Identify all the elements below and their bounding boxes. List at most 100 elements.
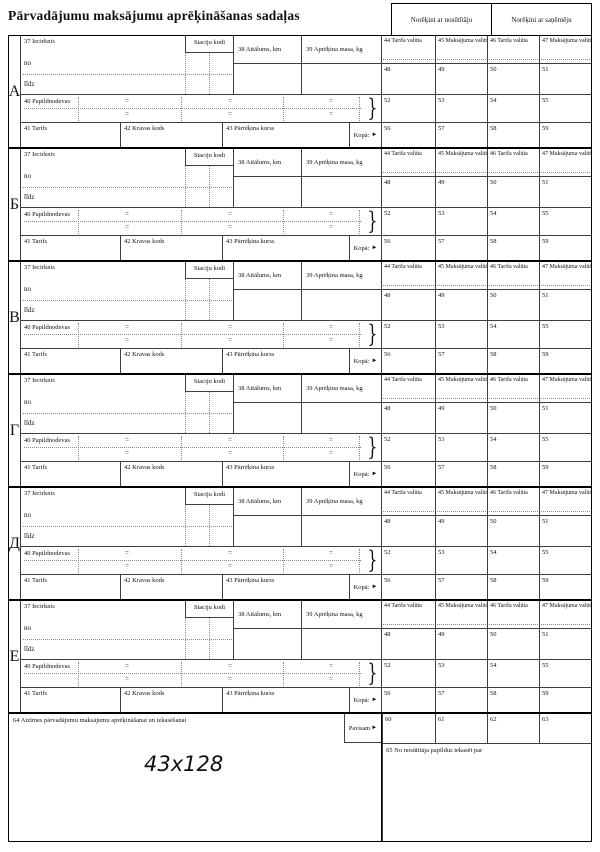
dotted-divider — [283, 97, 284, 121]
dotted-divider — [185, 53, 186, 94]
equals-mark: = — [228, 662, 232, 670]
col-46-header: 46 Tarifa valūta — [487, 601, 539, 629]
equals-mark: = — [125, 223, 129, 231]
cell-56: 56 — [381, 461, 435, 486]
calculation-block: А 37 Iecirknis Staciju kodi 38 Attālums,… — [8, 35, 592, 148]
block-main-area: 37 Iecirknis Staciju kodi 38 Attālums, k… — [21, 488, 381, 599]
field-38-header: 38 Attālums, km — [233, 149, 301, 177]
calculation-block: Е 37 Iecirknis Staciju kodi 38 Attālums,… — [8, 600, 592, 713]
calculation-block: Б 37 Iecirknis Staciju kodi 38 Attālums,… — [8, 148, 592, 261]
col-44-label: 44 Tarifa valūta — [384, 377, 422, 383]
dotted-write-line — [24, 447, 361, 448]
total-cell: Kopā: ► — [349, 688, 381, 712]
dotted-write-line — [437, 172, 486, 173]
dotted-divider — [283, 662, 284, 686]
equals-mark: = — [125, 449, 129, 457]
currency-columns: 44 Tarifa valūta 45 Maksājuma valūta 46 … — [381, 488, 591, 599]
col-45-label: 45 Maksājuma valūta — [438, 490, 487, 496]
dotted-divider — [283, 210, 284, 234]
from-label: no — [24, 624, 31, 632]
brace-glyph: } — [367, 546, 378, 574]
section-route-area: 37 Iecirknis Staciju kodi 38 Attālums, k… — [21, 36, 381, 94]
dotted-divider — [209, 618, 210, 659]
block-main-area: 37 Iecirknis Staciju kodi 38 Attālums, k… — [21, 36, 381, 147]
tariff-row: 41 Tarifs 42 Kravas kods 43 Pārrēķina ku… — [21, 461, 381, 486]
cell-57: 57 — [435, 574, 487, 599]
equals-mark: = — [228, 323, 232, 331]
calculation-block: Г 37 Iecirknis Staciju kodi 38 Attālums,… — [8, 374, 592, 487]
cell-52: 52 — [381, 659, 435, 687]
dotted-write-line — [23, 74, 232, 75]
equals-mark: = — [228, 110, 232, 118]
arrow-right-icon: ► — [371, 697, 378, 703]
equals-mark: = — [329, 562, 333, 570]
block-letter: Г — [9, 375, 21, 486]
cell-48: 48 — [381, 403, 435, 433]
column-divider — [301, 629, 302, 659]
col-44-header: 44 Tarifa valūta — [381, 375, 435, 403]
total-cell: Kopā: ► — [349, 123, 381, 147]
dotted-write-line — [383, 398, 434, 399]
total-cell: Kopā: ► — [349, 462, 381, 486]
cell-57: 57 — [435, 687, 487, 712]
dotted-write-line — [23, 413, 232, 414]
equals-mark: = — [125, 110, 129, 118]
field-43-label: 43 Pārrēķina kurss — [222, 349, 349, 373]
equals-mark: = — [329, 436, 333, 444]
col-46-label: 46 Tarifa valūta — [490, 151, 528, 157]
col-46-label: 46 Tarifa valūta — [490, 377, 528, 383]
cell-48: 48 — [381, 290, 435, 320]
field-43-label: 43 Pārrēķina kurss — [222, 462, 349, 486]
equals-mark: = — [228, 549, 232, 557]
dotted-write-line — [541, 172, 590, 173]
field-43-label: 43 Pārrēķina kurss — [222, 236, 349, 260]
cell-52: 52 — [381, 433, 435, 461]
column-divider — [301, 516, 302, 546]
equals-mark: = — [125, 97, 129, 105]
cell-52: 52 — [381, 546, 435, 574]
cell-53: 53 — [435, 659, 487, 687]
col-44-header: 44 Tarifa valūta — [381, 149, 435, 177]
to-label: līdz — [24, 193, 35, 201]
equals-mark: = — [125, 323, 129, 331]
col-44-label: 44 Tarifa valūta — [384, 603, 422, 609]
field-40-label: 40 Papildnodevas — [24, 324, 71, 331]
currency-columns: 44 Tarifa valūta 45 Maksājuma valūta 46 … — [381, 375, 591, 486]
block-main-area: 37 Iecirknis Staciju kodi 38 Attālums, k… — [21, 601, 381, 712]
arrow-right-icon: ► — [371, 584, 378, 590]
equals-mark: = — [329, 336, 333, 344]
dotted-divider — [185, 166, 186, 207]
col-46-label: 46 Tarifa valūta — [490, 603, 528, 609]
cell-51: 51 — [539, 403, 591, 433]
to-label: līdz — [24, 80, 35, 88]
field-38-header: 38 Attālums, km — [233, 375, 301, 403]
equals-mark: = — [228, 449, 232, 457]
col-44-header: 44 Tarifa valūta — [381, 36, 435, 64]
column-divider — [233, 403, 234, 433]
equals-mark: = — [125, 336, 129, 344]
col-47-label: 47 Maksājuma valūta — [542, 264, 591, 270]
col-44-header: 44 Tarifa valūta — [381, 262, 435, 290]
dotted-divider — [181, 210, 182, 234]
station-codes-header: Staciju kodi — [185, 601, 233, 618]
cell-58: 58 — [487, 461, 539, 486]
block-letter: В — [9, 262, 21, 373]
field-38-header: 38 Attālums, km — [233, 488, 301, 516]
field-64-box: 64 Atzīmes pārvadājumu maksājumu aprēķin… — [8, 713, 382, 842]
cell-60: 60 — [382, 714, 435, 744]
to-label: līdz — [24, 419, 35, 427]
dotted-divider — [185, 618, 186, 659]
field-37-label: 37 Iecirknis — [24, 38, 55, 45]
station-codes-header: Staciju kodi — [185, 375, 233, 392]
block-main-area: 37 Iecirknis Staciju kodi 38 Attālums, k… — [21, 375, 381, 486]
field-40-row: 40 Papildnodevas = = = = = = } — [21, 546, 381, 574]
cell-48: 48 — [381, 629, 435, 659]
cell-55: 55 — [539, 659, 591, 687]
tariff-row: 41 Tarifs 42 Kravas kods 43 Pārrēķina ku… — [21, 687, 381, 712]
cell-50: 50 — [487, 177, 539, 207]
cell-51: 51 — [539, 290, 591, 320]
dotted-write-line — [489, 285, 538, 286]
settlements-with-receiver-header: Norēķini ar saņēmēju — [492, 3, 592, 36]
cell-59: 59 — [539, 348, 591, 373]
col-44-label: 44 Tarifa valūta — [384, 264, 422, 270]
